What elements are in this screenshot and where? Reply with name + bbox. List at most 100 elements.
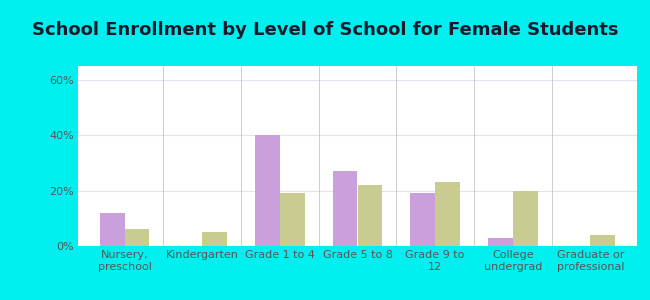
Text: School Enrollment by Level of School for Female Students: School Enrollment by Level of School for…	[32, 21, 618, 39]
Bar	[78, 244, 637, 245]
Bar	[78, 245, 637, 246]
Bar	[78, 244, 637, 245]
Bar	[125, 230, 150, 246]
Bar	[78, 245, 637, 246]
Bar	[78, 245, 637, 246]
Bar	[78, 245, 637, 246]
Bar	[78, 245, 637, 246]
Bar	[78, 245, 637, 246]
Bar	[78, 244, 637, 245]
Bar	[78, 245, 637, 246]
Bar	[78, 245, 637, 246]
Bar	[78, 244, 637, 245]
Bar	[78, 245, 637, 246]
Bar	[78, 244, 637, 245]
Bar	[78, 244, 637, 245]
Bar	[590, 235, 616, 246]
Bar	[78, 244, 637, 245]
Bar	[78, 244, 637, 245]
Bar	[78, 245, 637, 246]
Bar	[358, 185, 382, 246]
Bar	[78, 244, 637, 245]
Bar	[78, 245, 637, 246]
Bar	[78, 244, 637, 245]
Bar	[78, 245, 637, 246]
Bar	[78, 245, 637, 246]
Bar	[202, 232, 227, 246]
Bar	[78, 244, 637, 245]
Bar	[78, 244, 637, 245]
Bar	[78, 245, 637, 246]
Bar	[78, 245, 637, 246]
Bar	[435, 182, 460, 246]
Bar	[78, 244, 637, 245]
Bar	[78, 245, 637, 246]
Bar	[78, 244, 637, 245]
Bar	[78, 244, 637, 245]
Bar	[78, 245, 637, 246]
Bar	[78, 245, 637, 246]
Bar	[78, 244, 637, 245]
Bar	[78, 245, 637, 246]
Bar	[78, 244, 637, 245]
Bar	[78, 244, 637, 245]
Bar	[78, 245, 637, 246]
Bar	[78, 245, 637, 246]
Bar	[78, 244, 637, 245]
Bar	[78, 244, 637, 245]
Bar	[78, 245, 637, 246]
Bar	[78, 245, 637, 246]
Bar	[78, 244, 637, 245]
Bar	[78, 245, 637, 246]
Bar	[78, 245, 637, 246]
Bar	[78, 244, 637, 245]
Bar	[78, 244, 637, 245]
Bar	[78, 245, 637, 246]
Bar	[78, 245, 637, 246]
Bar	[78, 244, 637, 245]
Bar	[78, 244, 637, 245]
Bar	[78, 245, 637, 246]
Bar	[78, 244, 637, 245]
Bar	[78, 245, 637, 246]
Bar	[78, 244, 637, 245]
Bar	[78, 245, 637, 246]
Bar	[78, 244, 637, 245]
Bar	[78, 244, 637, 245]
Bar	[78, 244, 637, 245]
Bar	[78, 245, 637, 246]
Bar	[78, 245, 637, 246]
Bar	[78, 245, 637, 246]
Bar	[333, 171, 358, 246]
Bar	[488, 238, 513, 246]
Bar	[78, 245, 637, 246]
Bar	[78, 244, 637, 245]
Bar	[78, 244, 637, 245]
Bar	[78, 245, 637, 246]
Bar	[78, 244, 637, 245]
Bar	[78, 245, 637, 246]
Bar	[78, 244, 637, 245]
Bar	[78, 245, 637, 246]
Bar	[78, 244, 637, 245]
Bar	[78, 245, 637, 246]
Bar	[78, 245, 637, 246]
Bar	[78, 245, 637, 246]
Bar	[78, 244, 637, 245]
Bar	[78, 244, 637, 245]
Bar	[78, 244, 637, 245]
Bar	[78, 244, 637, 245]
Bar	[78, 245, 637, 246]
Bar	[78, 245, 637, 246]
Bar	[78, 244, 637, 245]
Bar	[78, 245, 637, 246]
Bar	[78, 245, 637, 246]
Bar	[78, 245, 637, 246]
Bar	[78, 244, 637, 245]
Bar	[78, 245, 637, 246]
Bar	[78, 245, 637, 246]
Bar	[78, 245, 637, 246]
Bar	[78, 244, 637, 245]
Bar	[78, 245, 637, 246]
Bar	[78, 245, 637, 246]
